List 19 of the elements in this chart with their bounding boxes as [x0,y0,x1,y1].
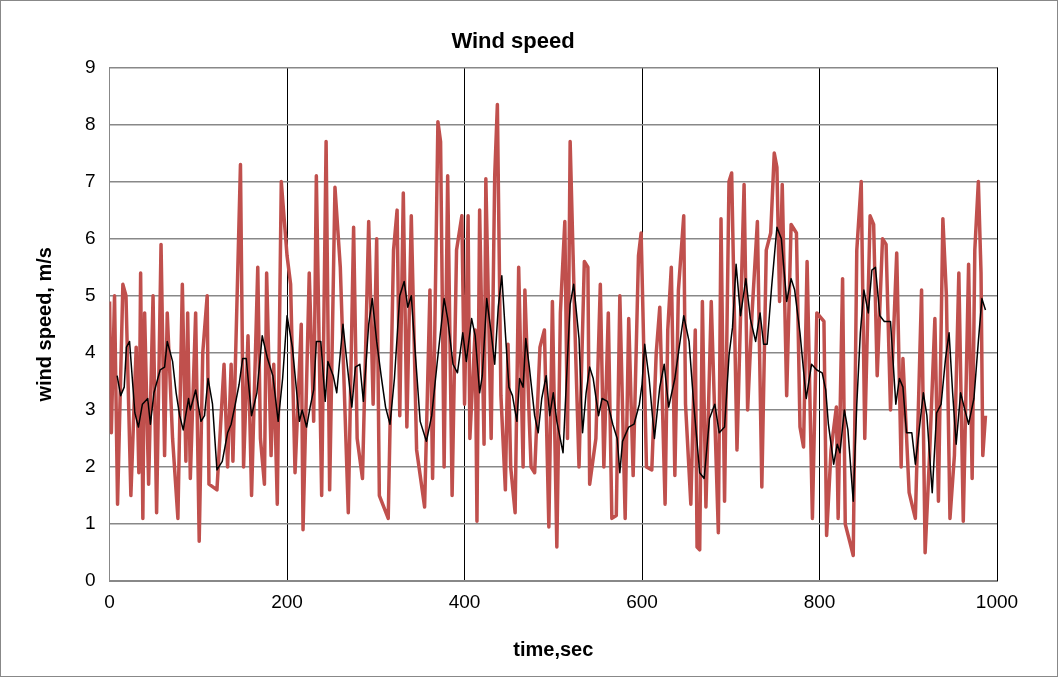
x-tick-label: 800 [803,590,836,612]
y-tick-label: 5 [84,283,96,305]
chart-title: Wind speed [451,28,575,54]
y-tick-label: 9 [84,55,96,77]
y-tick-label: 2 [84,455,96,477]
y-tick-label: 0 [84,569,96,591]
y-axis-title: wind speed, m/s [32,247,55,403]
y-tick-label: 6 [84,226,96,248]
y-tick-label: 7 [84,169,96,191]
x-tick-label: 400 [448,590,481,612]
y-tick-label: 4 [84,341,96,363]
y-tick-label: 8 [84,112,96,134]
x-tick-label: 0 [104,590,115,612]
x-axis-title: time,sec [513,637,594,660]
x-tick-label: 1000 [975,590,1019,612]
y-tick-label: 3 [84,398,96,420]
x-tick-label: 600 [626,590,658,612]
x-tick-label: 200 [271,590,303,612]
y-tick-label: 1 [84,512,96,534]
